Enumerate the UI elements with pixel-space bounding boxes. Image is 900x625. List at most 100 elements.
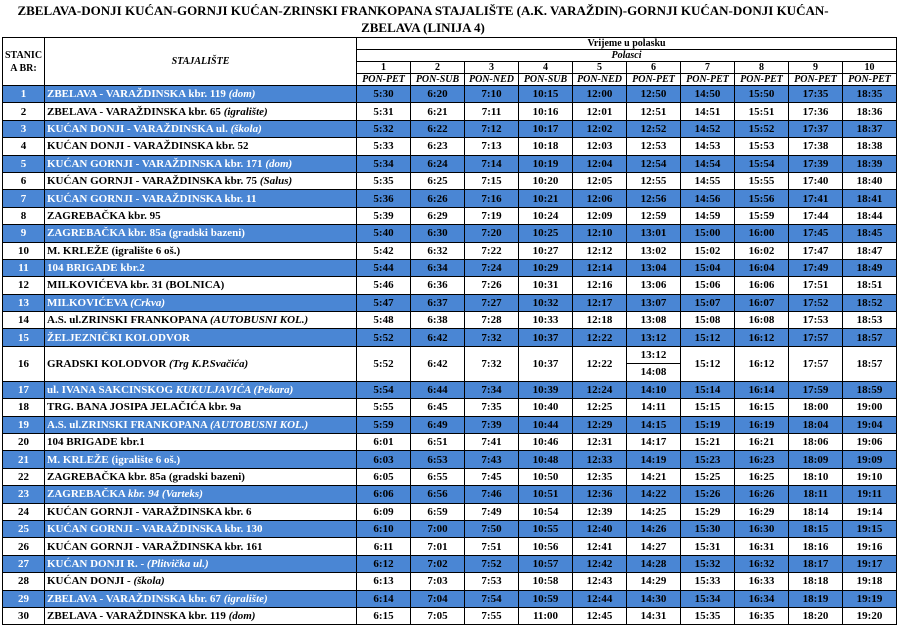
time: 5:55: [356, 398, 411, 417]
time: 7:22: [464, 241, 519, 260]
stop-note: (škola): [133, 575, 165, 588]
stop-name: ZAGREBAČKA kbr. 85a (gradski bazeni): [47, 471, 245, 483]
time: 18:38: [841, 137, 898, 156]
time: 14:55: [680, 171, 735, 191]
time: 14:21: [626, 467, 681, 487]
time: 6:53: [410, 450, 465, 469]
stop-number: 9: [2, 224, 45, 243]
stop-row: 28 KUĆAN DONJI - (škola) 6:13 7:03 7:53 10:58…: [2, 572, 898, 591]
time: 7:54: [464, 589, 519, 608]
stop-name-cell: ZAGREBAČKA kbr. 85a (gradski bazeni): [44, 224, 357, 243]
time: 17:41: [788, 189, 843, 208]
time: 6:30: [410, 224, 465, 243]
time: 7:50: [464, 519, 519, 539]
stop-name: A.S. ul.ZRINSKI FRANKOPANA: [47, 418, 208, 431]
stop-name-cell: ZBELAVA - VARAŽDINSKA kbr. 65 (igralište…: [44, 102, 357, 121]
stop-name-cell: KUĆAN GORNJI - VARAŽDINSKA kbr. 11: [44, 189, 357, 208]
stop-name: 104 BRIGADE kbr.2: [47, 262, 145, 275]
time: 14:25: [626, 502, 681, 521]
time: 6:20: [410, 84, 465, 104]
time: 6:05: [356, 467, 411, 487]
time: 7:12: [464, 119, 519, 139]
stop-name-cell: A.S. ul.ZRINSKI FRANKOPANA (AUTOBUSNI KO…: [44, 311, 357, 330]
stop-note: (Crkva): [130, 296, 166, 309]
time: 12:12: [572, 241, 627, 260]
time: 18:47: [841, 241, 898, 260]
time: 14:53: [680, 137, 735, 156]
time: 7:39: [464, 415, 519, 435]
time: 14:28: [626, 554, 681, 574]
stop-note: (igralište): [223, 105, 268, 118]
time: 14:51: [680, 102, 735, 121]
stop-name-cell: GRADSKI KOLODVOR (Trg K.P.Svačića): [44, 345, 357, 382]
time: 12:55: [626, 171, 681, 191]
stop-note: (Salus): [259, 175, 293, 188]
time: 15:12: [680, 328, 735, 347]
stop-note: (AUTOBUSNI KOL.): [210, 314, 309, 327]
time: 7:35: [464, 398, 519, 417]
time: 15:33: [680, 572, 735, 591]
stop-name: KUĆAN DONJI - VARAŽDINSKA ul.: [47, 122, 228, 135]
time: 14:22: [626, 485, 681, 504]
stop-name-cell: ul. IVANA SAKCINSKOG KUKULJAVIĆA (Pekara…: [44, 380, 357, 400]
time: 18:53: [841, 311, 898, 330]
time: 12:03: [572, 137, 627, 156]
time: 17:57: [788, 328, 843, 347]
time: 12:22: [572, 328, 627, 347]
time: 15:04: [680, 258, 735, 278]
stop-row: 22 ZAGREBAČKA kbr. 85a (gradski bazeni) 6:…: [2, 467, 898, 487]
time: 14:17: [626, 433, 681, 452]
stop-number: 11: [2, 258, 45, 278]
stop-row: 17 ul. IVANA SAKCINSKOG KUKULJAVIĆA (Peka…: [2, 380, 898, 400]
time: 16:34: [734, 589, 789, 608]
time: 12:05: [572, 171, 627, 191]
time: 7:11: [464, 102, 519, 121]
stop-number: 12: [2, 276, 45, 295]
stop-number: 21: [2, 450, 45, 469]
stop-name: KUĆAN GORNJI - VARAŽDINSKA kbr. 11: [47, 192, 257, 205]
stop-name: KUĆAN GORNJI - VARAŽDINSKA kbr. 75: [47, 175, 258, 188]
time: 12:31: [572, 433, 627, 452]
time: 15:35: [680, 606, 735, 625]
stop-row: 30 ZBELAVA - VARAŽDINSKA kbr. 119 (dom) 6:…: [2, 606, 898, 625]
time: 7:27: [464, 293, 519, 313]
departure-number: 4: [518, 61, 573, 74]
stop-name: ZAGREBAČKA kbr. 95: [47, 209, 161, 222]
time: 12:09: [572, 206, 627, 226]
time: 12:40: [572, 519, 627, 539]
time: 19:10: [841, 467, 898, 487]
time: 7:00: [410, 519, 465, 539]
stop-number: 22: [2, 467, 45, 487]
time: 12:54: [626, 154, 681, 173]
stop-row: 16 GRADSKI KOLODVOR (Trg K.P.Svačića) 5:52…: [2, 345, 898, 382]
time: 7:45: [464, 467, 519, 487]
time: 6:32: [410, 241, 465, 260]
time: 16:21: [734, 433, 789, 452]
time: 6:44: [410, 380, 465, 400]
stop-note: (Trg K.P.Svačića): [169, 357, 249, 370]
stop-name-cell: TRG. BANA JOSIPA JELAČIĆA kbr. 9a: [44, 398, 357, 417]
time: 7:13: [464, 137, 519, 156]
stop-name-cell: M. KRLEŽE (igralište 6 oš.): [44, 450, 357, 469]
time: 16:19: [734, 415, 789, 435]
stop-number: 7: [2, 189, 45, 208]
stop-name: M. KRLEŽE (igralište 6 oš.): [47, 244, 181, 257]
time: 10:46: [518, 433, 573, 452]
time: 7:49: [464, 502, 519, 521]
time: 15:14: [680, 380, 735, 400]
time: 16:07: [734, 293, 789, 313]
stop-row: 21 M. KRLEŽE (igralište 6 oš.) 6:03 6:53 7:4…: [2, 450, 898, 469]
time: 12:59: [626, 206, 681, 226]
time: 12:14: [572, 258, 627, 278]
time: 15:32: [680, 554, 735, 574]
stop-row: 27 KUĆAN DONJI R. - (Plitvička ul.) 6:12 7:…: [2, 554, 898, 574]
time: 18:06: [788, 433, 843, 452]
time: 15:06: [680, 276, 735, 295]
stop-note: (dom): [228, 610, 256, 623]
time: 17:47: [788, 241, 843, 260]
time: 6:59: [410, 502, 465, 521]
stop-name-cell: KUĆAN GORNJI - VARAŽDINSKA kbr. 130: [44, 519, 357, 539]
time: 18:00: [788, 398, 843, 417]
day-type: PON-SUB: [410, 73, 465, 86]
stop-row: 11 104 BRIGADE kbr.2 5:44 6:34 7:24 10:29 12:1…: [2, 258, 898, 278]
